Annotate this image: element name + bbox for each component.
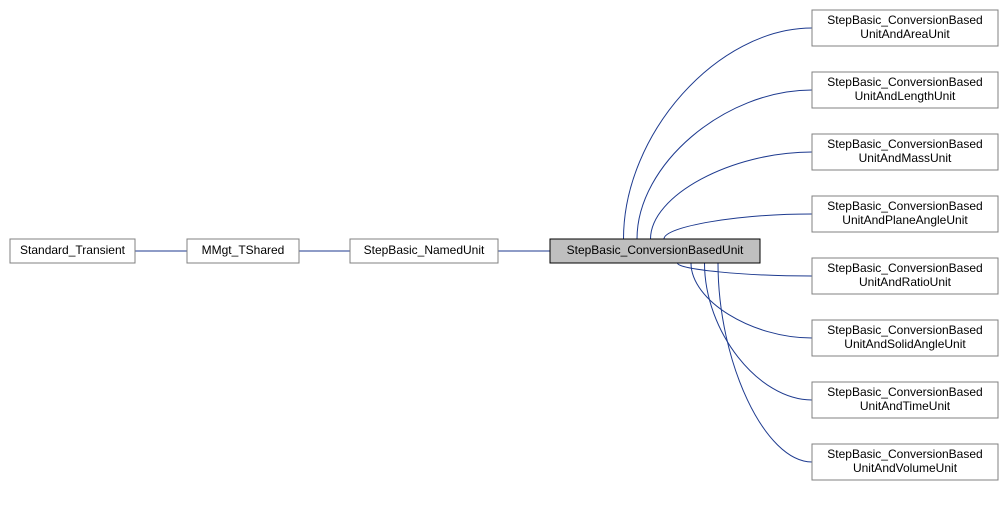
node-conv_based-label-line-0: StepBasic_ConversionBasedUnit — [567, 243, 744, 257]
node-mmgt_tshared-label-line-0: MMgt_TShared — [202, 243, 285, 257]
node-ratio-label-line-0: StepBasic_ConversionBased — [827, 261, 982, 275]
edge-mass-to-conv_based — [651, 152, 813, 239]
node-area-label-line-0: StepBasic_ConversionBased — [827, 13, 982, 27]
node-plane-label-line-0: StepBasic_ConversionBased — [827, 199, 982, 213]
edge-volume-to-conv_based — [718, 263, 812, 462]
node-solid[interactable]: StepBasic_ConversionBasedUnitAndSolidAng… — [812, 320, 998, 356]
edge-plane-to-conv_based — [664, 214, 812, 239]
node-mass-label-line-1: UnitAndMassUnit — [859, 151, 952, 165]
node-time-label-line-1: UnitAndTimeUnit — [860, 399, 951, 413]
node-volume-label-line-1: UnitAndVolumeUnit — [853, 461, 958, 475]
node-time[interactable]: StepBasic_ConversionBasedUnitAndTimeUnit — [812, 382, 998, 418]
node-plane[interactable]: StepBasic_ConversionBasedUnitAndPlaneAng… — [812, 196, 998, 232]
node-ratio-label-line-1: UnitAndRatioUnit — [859, 275, 952, 289]
edge-ratio-to-conv_based — [678, 263, 813, 276]
edge-area-to-conv_based — [624, 28, 813, 239]
node-plane-label-line-1: UnitAndPlaneAngleUnit — [842, 213, 968, 227]
node-length-label-line-1: UnitAndLengthUnit — [855, 89, 956, 103]
node-mass[interactable]: StepBasic_ConversionBasedUnitAndMassUnit — [812, 134, 998, 170]
node-mmgt_tshared[interactable]: MMgt_TShared — [187, 239, 299, 263]
node-length-label-line-0: StepBasic_ConversionBased — [827, 75, 982, 89]
node-mass-label-line-0: StepBasic_ConversionBased — [827, 137, 982, 151]
node-named_unit[interactable]: StepBasic_NamedUnit — [350, 239, 498, 263]
node-volume[interactable]: StepBasic_ConversionBasedUnitAndVolumeUn… — [812, 444, 998, 480]
node-area[interactable]: StepBasic_ConversionBasedUnitAndAreaUnit — [812, 10, 998, 46]
node-time-label-line-0: StepBasic_ConversionBased — [827, 385, 982, 399]
node-conv_based[interactable]: StepBasic_ConversionBasedUnit — [550, 239, 760, 263]
node-solid-label-line-0: StepBasic_ConversionBased — [827, 323, 982, 337]
node-solid-label-line-1: UnitAndSolidAngleUnit — [844, 337, 966, 351]
node-volume-label-line-0: StepBasic_ConversionBased — [827, 447, 982, 461]
node-std_transient[interactable]: Standard_Transient — [10, 239, 135, 263]
inheritance-diagram: Standard_Transient MMgt_TShared StepBasic_… — [0, 0, 1008, 508]
node-named_unit-label-line-0: StepBasic_NamedUnit — [364, 243, 485, 257]
node-length[interactable]: StepBasic_ConversionBasedUnitAndLengthUn… — [812, 72, 998, 108]
node-std_transient-label-line-0: Standard_Transient — [20, 243, 126, 257]
node-ratio[interactable]: StepBasic_ConversionBasedUnitAndRatioUni… — [812, 258, 998, 294]
edge-time-to-conv_based — [705, 263, 813, 400]
nodes-layer: Standard_Transient MMgt_TShared StepBasic_… — [10, 10, 998, 480]
edge-length-to-conv_based — [637, 90, 812, 239]
node-area-label-line-1: UnitAndAreaUnit — [860, 27, 950, 41]
